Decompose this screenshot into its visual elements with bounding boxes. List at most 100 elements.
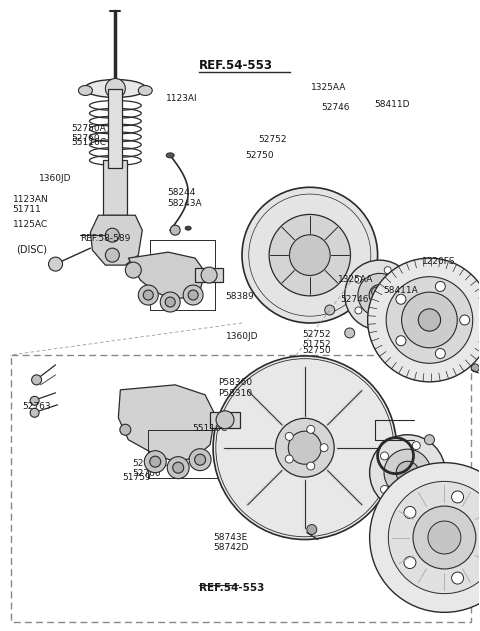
Circle shape — [428, 521, 461, 554]
Circle shape — [30, 408, 39, 417]
Circle shape — [285, 455, 293, 463]
Ellipse shape — [138, 86, 152, 95]
Bar — [11, 355, 471, 622]
Circle shape — [201, 267, 217, 283]
Circle shape — [396, 336, 406, 346]
Circle shape — [384, 267, 391, 274]
Circle shape — [345, 260, 415, 330]
Bar — [108, 88, 122, 168]
Circle shape — [276, 418, 334, 477]
Circle shape — [384, 317, 391, 324]
Ellipse shape — [185, 226, 191, 230]
Circle shape — [189, 449, 211, 471]
Circle shape — [183, 285, 203, 305]
Circle shape — [452, 572, 464, 584]
Circle shape — [471, 364, 480, 372]
Polygon shape — [128, 252, 205, 298]
Circle shape — [385, 296, 394, 304]
Ellipse shape — [84, 80, 146, 97]
Text: REF.58-589: REF.58-589 — [80, 233, 130, 243]
Circle shape — [345, 328, 355, 338]
Circle shape — [369, 285, 390, 305]
Circle shape — [368, 258, 480, 382]
Circle shape — [413, 506, 476, 569]
Circle shape — [144, 451, 166, 473]
Bar — [210, 412, 240, 428]
Circle shape — [120, 424, 131, 435]
Circle shape — [165, 297, 175, 307]
Text: 55116C: 55116C — [72, 138, 107, 147]
Circle shape — [325, 305, 335, 315]
Circle shape — [432, 469, 440, 476]
Text: 1220FS: 1220FS — [422, 257, 456, 266]
Circle shape — [307, 524, 317, 534]
Circle shape — [106, 248, 120, 262]
Circle shape — [386, 276, 473, 363]
Text: 1123AI: 1123AI — [166, 94, 197, 103]
Text: 52750A
52760: 52750A 52760 — [132, 459, 167, 478]
Text: 52752
51752: 52752 51752 — [302, 330, 331, 350]
Polygon shape — [90, 215, 142, 265]
Circle shape — [269, 215, 350, 296]
Text: 52750: 52750 — [245, 151, 274, 160]
Circle shape — [355, 307, 362, 314]
Circle shape — [372, 287, 382, 297]
Circle shape — [370, 463, 480, 612]
Circle shape — [384, 449, 431, 496]
Text: 52746: 52746 — [340, 295, 369, 304]
Circle shape — [435, 281, 445, 292]
Circle shape — [106, 78, 125, 98]
Circle shape — [370, 435, 445, 510]
Text: 52750A
52760: 52750A 52760 — [72, 124, 106, 143]
Circle shape — [419, 309, 441, 331]
Text: 52746: 52746 — [322, 103, 350, 112]
Circle shape — [358, 273, 401, 317]
Circle shape — [144, 290, 153, 300]
Circle shape — [48, 257, 62, 271]
Text: 52750: 52750 — [302, 346, 331, 355]
Text: (DISC): (DISC) — [16, 245, 47, 255]
Circle shape — [435, 348, 445, 358]
Text: 52763: 52763 — [22, 403, 51, 411]
Circle shape — [125, 262, 141, 278]
Circle shape — [404, 557, 416, 569]
Circle shape — [307, 425, 315, 433]
Bar — [195, 268, 223, 282]
Circle shape — [460, 315, 469, 325]
Text: REF.54-553: REF.54-553 — [199, 59, 273, 71]
Circle shape — [402, 292, 457, 348]
Circle shape — [213, 356, 396, 540]
Bar — [103, 160, 127, 215]
Circle shape — [288, 431, 321, 464]
Circle shape — [170, 225, 180, 235]
Circle shape — [106, 228, 120, 242]
Circle shape — [404, 507, 416, 519]
Ellipse shape — [166, 153, 174, 158]
Circle shape — [30, 396, 39, 405]
Text: 58244
58243A: 58244 58243A — [167, 188, 202, 208]
Text: 1360JD: 1360JD — [226, 333, 258, 341]
Text: 1360JD: 1360JD — [39, 174, 72, 183]
Circle shape — [285, 432, 293, 440]
Ellipse shape — [78, 86, 93, 95]
Circle shape — [381, 485, 388, 493]
Circle shape — [402, 292, 409, 298]
Circle shape — [411, 295, 435, 319]
Circle shape — [417, 300, 431, 314]
Circle shape — [173, 462, 184, 473]
Circle shape — [396, 461, 419, 484]
Circle shape — [424, 435, 434, 445]
Circle shape — [452, 491, 464, 503]
Circle shape — [216, 411, 234, 428]
Circle shape — [320, 444, 328, 452]
Circle shape — [381, 452, 388, 460]
Circle shape — [412, 496, 420, 504]
Circle shape — [194, 454, 205, 465]
Text: 1325AA: 1325AA — [311, 83, 346, 91]
Text: P58360
P58310: P58360 P58310 — [218, 379, 252, 398]
Circle shape — [307, 462, 315, 470]
Circle shape — [448, 480, 462, 493]
Text: 55116C: 55116C — [192, 424, 227, 433]
Circle shape — [160, 292, 180, 312]
Text: 1325AA: 1325AA — [338, 274, 373, 283]
